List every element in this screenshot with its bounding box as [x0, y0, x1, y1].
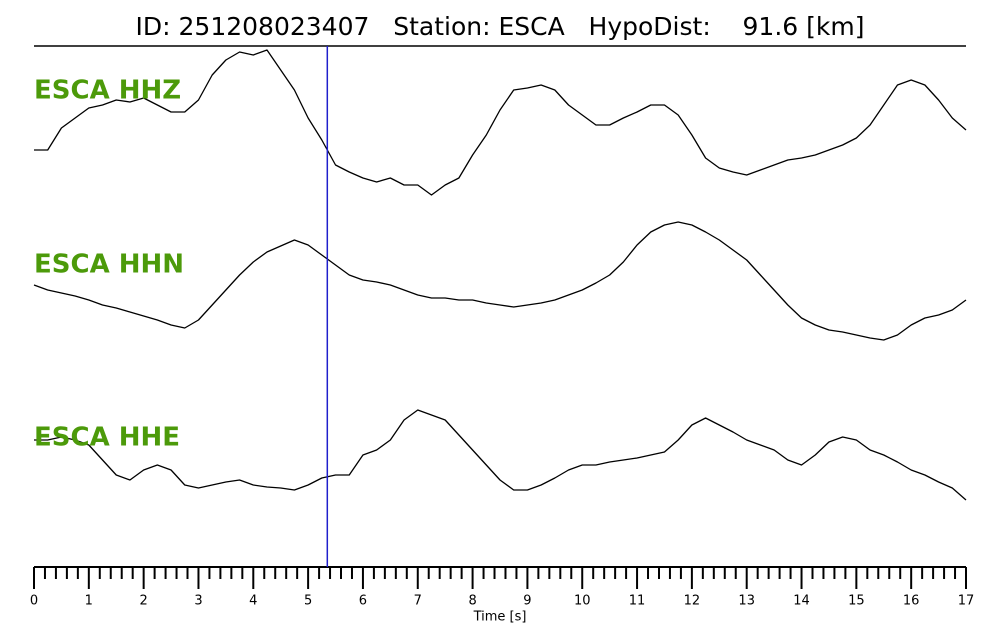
trace-label: ESCA HHZ [34, 76, 181, 106]
x-tick-label: 8 [468, 594, 476, 609]
x-tick-label: 7 [414, 594, 422, 609]
x-tick-label: 10 [574, 594, 591, 609]
trace [34, 409, 967, 501]
x-tick-label: 4 [249, 594, 257, 609]
x-tick-label: 17 [958, 594, 975, 609]
x-tick-label: 13 [738, 594, 755, 609]
x-tick-label: 5 [304, 594, 312, 609]
x-tick-label: 12 [684, 594, 701, 609]
x-tick-label: 1 [85, 594, 93, 609]
x-tick-label: 6 [359, 594, 367, 609]
trace-label: ESCA HHE [34, 423, 180, 453]
x-tick-label: 3 [194, 594, 202, 609]
chart-title: ID: 251208023407 Station: ESCA HypoDist:… [136, 12, 865, 41]
x-tick-label: 2 [140, 594, 148, 609]
x-tick-label: 15 [848, 594, 865, 609]
x-tick-label: 9 [523, 594, 531, 609]
trace [33, 221, 967, 341]
trace [34, 49, 967, 196]
x-tick-label: 16 [903, 594, 920, 609]
x-tick-label: 11 [629, 594, 646, 609]
trace-label: ESCA HHN [34, 250, 184, 280]
x-axis-label: Time [s] [473, 610, 527, 625]
x-tick-label: 14 [793, 594, 810, 609]
x-tick-label: 0 [30, 594, 38, 609]
